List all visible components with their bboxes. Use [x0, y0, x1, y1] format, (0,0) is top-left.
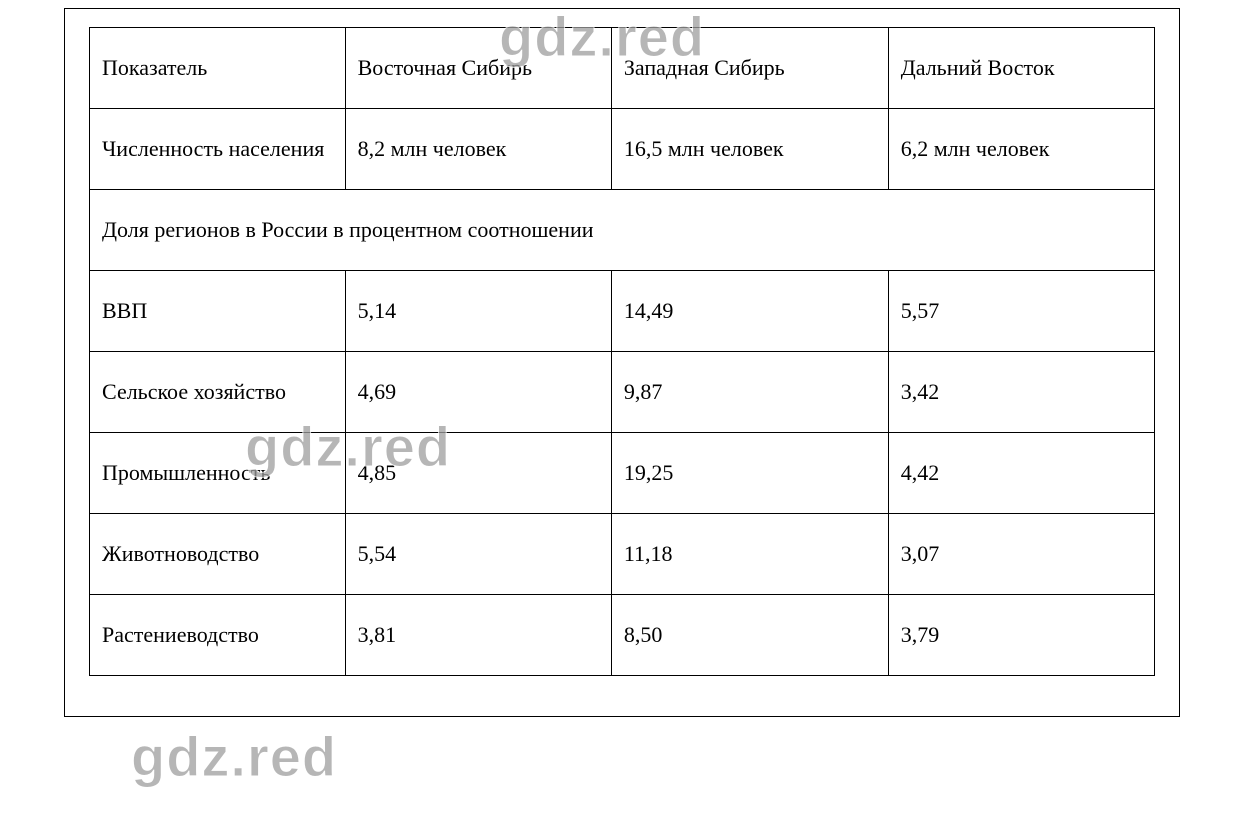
table-row: Сельское хозяйство 4,69 9,87 3,42 [90, 352, 1155, 433]
row-label-gdp: ВВП [90, 271, 346, 352]
cell-value: 4,69 [345, 352, 611, 433]
cell-value: 3,79 [888, 595, 1154, 676]
cell-value: 5,54 [345, 514, 611, 595]
col-header-east-siberia: Восточная Сибирь [345, 28, 611, 109]
col-header-far-east: Дальний Восток [888, 28, 1154, 109]
cell-value: 3,81 [345, 595, 611, 676]
cell-value: 14,49 [611, 271, 888, 352]
table-row: ВВП 5,14 14,49 5,57 [90, 271, 1155, 352]
cell-value: 6,2 млн человек [888, 109, 1154, 190]
row-label-agriculture: Сельское хозяйство [90, 352, 346, 433]
cell-value: 8,50 [611, 595, 888, 676]
table-row: Промышленность 4,85 19,25 4,42 [90, 433, 1155, 514]
cell-value: 11,18 [611, 514, 888, 595]
row-label-population: Численность населения [90, 109, 346, 190]
regions-table: Показатель Восточная Сибирь Западная Сиб… [89, 27, 1155, 676]
table-header-row: Показатель Восточная Сибирь Западная Сиб… [90, 28, 1155, 109]
table-row: Растениеводство 3,81 8,50 3,79 [90, 595, 1155, 676]
cell-value: 3,07 [888, 514, 1154, 595]
watermark-text: gdz.red [131, 724, 337, 789]
cell-value: 9,87 [611, 352, 888, 433]
row-label-crops: Растениеводство [90, 595, 346, 676]
cell-value: 3,42 [888, 352, 1154, 433]
cell-value: 19,25 [611, 433, 888, 514]
table-row: Животноводство 5,54 11,18 3,07 [90, 514, 1155, 595]
row-label-livestock: Животноводство [90, 514, 346, 595]
table-row: Численность населения 8,2 млн человек 16… [90, 109, 1155, 190]
cell-value: 8,2 млн человек [345, 109, 611, 190]
cell-value: 5,14 [345, 271, 611, 352]
cell-value: 5,57 [888, 271, 1154, 352]
cell-value: 16,5 млн человек [611, 109, 888, 190]
col-header-west-siberia: Западная Сибирь [611, 28, 888, 109]
col-header-indicator: Показатель [90, 28, 346, 109]
cell-value: 4,42 [888, 433, 1154, 514]
table-frame: Показатель Восточная Сибирь Западная Сиб… [64, 8, 1180, 717]
section-header-row: Доля регионов в России в процентном соот… [90, 190, 1155, 271]
section-header: Доля регионов в России в процентном соот… [90, 190, 1155, 271]
row-label-industry: Промышленность [90, 433, 346, 514]
cell-value: 4,85 [345, 433, 611, 514]
